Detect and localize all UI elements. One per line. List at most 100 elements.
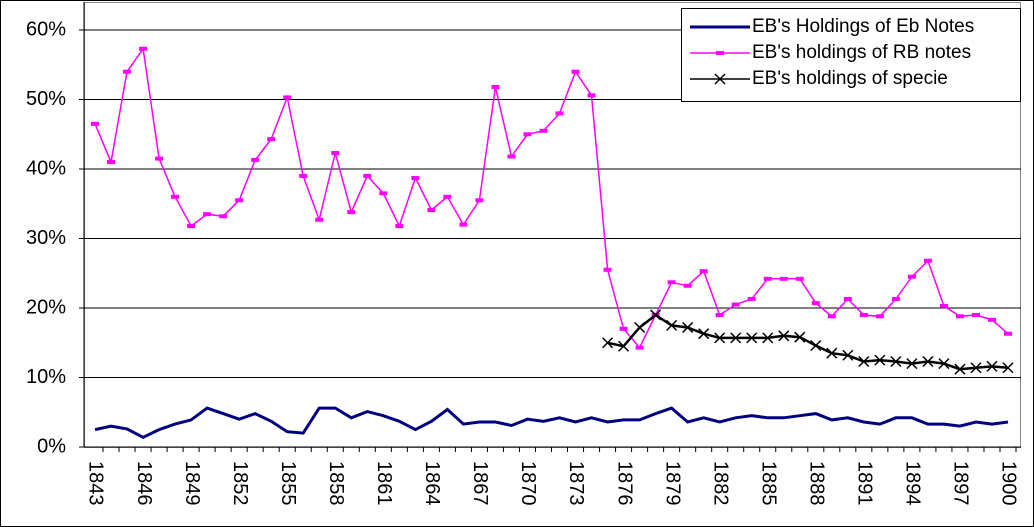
series-line — [94, 406, 1009, 439]
y-tick-label: 30% — [26, 227, 66, 249]
marker — [795, 276, 804, 281]
x-tick-label: 1855 — [277, 461, 299, 506]
marker — [171, 194, 180, 199]
marker — [1004, 331, 1012, 336]
y-tick-label: 40% — [26, 157, 66, 179]
marker — [602, 337, 614, 349]
y-tick-label: 10% — [26, 366, 66, 388]
marker — [987, 317, 996, 322]
x-tick-label: 1888 — [806, 461, 828, 506]
marker — [587, 93, 596, 98]
marker — [571, 69, 580, 74]
marker — [859, 312, 868, 317]
marker — [427, 208, 436, 213]
x-tick-label: 1885 — [757, 461, 779, 506]
marker — [523, 132, 532, 137]
x-tick-label: 1891 — [854, 461, 876, 506]
marker — [923, 258, 932, 263]
legend: EB's Holdings of Eb Notes EB's holdings o… — [681, 8, 1021, 102]
marker — [955, 314, 964, 319]
marker — [843, 296, 852, 301]
legend-entry: EB's Holdings of Eb Notes — [688, 15, 1014, 39]
marker — [555, 111, 564, 116]
x-tick-label: 1900 — [998, 461, 1020, 506]
marker — [811, 301, 820, 306]
marker — [731, 302, 740, 307]
marker — [139, 46, 148, 51]
marker — [603, 267, 612, 272]
marker — [91, 121, 99, 126]
marker — [954, 363, 966, 375]
legend-swatch — [690, 51, 750, 55]
marker — [715, 312, 724, 317]
marker — [938, 358, 950, 370]
marker — [459, 222, 468, 227]
series-line — [94, 46, 1009, 349]
marker — [970, 362, 982, 374]
marker — [890, 355, 902, 368]
legend-entry: EB's holdings of specie — [688, 67, 1014, 91]
x-tick-label: 1849 — [181, 461, 203, 506]
x-tick-label: 1846 — [133, 461, 155, 506]
marker — [395, 223, 404, 228]
marker — [858, 355, 870, 368]
legend-marker — [716, 51, 724, 55]
legend-marker — [714, 73, 726, 85]
marker — [203, 212, 212, 217]
y-tick-label: 20% — [26, 296, 66, 318]
legend-swatch — [690, 73, 750, 85]
marker — [331, 151, 340, 156]
marker — [699, 269, 708, 274]
marker — [251, 157, 260, 162]
marker — [1002, 362, 1014, 374]
marker — [794, 331, 806, 343]
marker — [155, 156, 164, 161]
x-tick-label: 1858 — [325, 461, 347, 506]
marker — [539, 128, 548, 133]
marker — [827, 314, 836, 319]
legend-label: EB's Holdings of Eb Notes — [752, 16, 975, 37]
marker — [971, 312, 980, 317]
marker — [619, 326, 628, 331]
marker — [267, 137, 276, 142]
marker — [875, 314, 884, 319]
x-tick-label: 1864 — [421, 461, 443, 506]
marker — [283, 95, 292, 100]
marker — [778, 330, 790, 342]
marker — [906, 358, 918, 370]
marker — [762, 332, 774, 344]
x-tick-label: 1876 — [613, 461, 635, 506]
marker — [507, 154, 516, 159]
marker — [475, 198, 484, 203]
marker — [763, 276, 772, 281]
x-tick-label: 1882 — [709, 461, 731, 506]
y-tick-label: 60% — [26, 18, 66, 40]
y-tick-label: 0% — [37, 435, 66, 457]
marker — [491, 84, 500, 89]
marker — [666, 319, 678, 331]
x-tick-label: 1879 — [661, 461, 683, 506]
legend-swatch — [690, 25, 750, 29]
marker — [379, 191, 388, 196]
marker — [667, 280, 676, 285]
marker — [107, 160, 116, 165]
marker — [635, 345, 644, 350]
legend-label: EB's holdings of RB notes — [752, 42, 972, 63]
marker — [698, 328, 710, 340]
marker — [730, 332, 742, 344]
marker — [747, 296, 756, 301]
marker — [411, 176, 420, 181]
marker — [746, 332, 758, 344]
x-tick-label: 1897 — [950, 461, 972, 506]
series-line — [607, 313, 1009, 371]
marker — [714, 332, 726, 344]
marker — [986, 360, 998, 372]
marker — [219, 214, 228, 219]
legend-label: EB's holdings of specie — [752, 68, 948, 89]
marker — [683, 283, 692, 288]
marker — [618, 340, 630, 352]
marker — [810, 339, 822, 352]
y-tick-label: 50% — [26, 88, 66, 110]
